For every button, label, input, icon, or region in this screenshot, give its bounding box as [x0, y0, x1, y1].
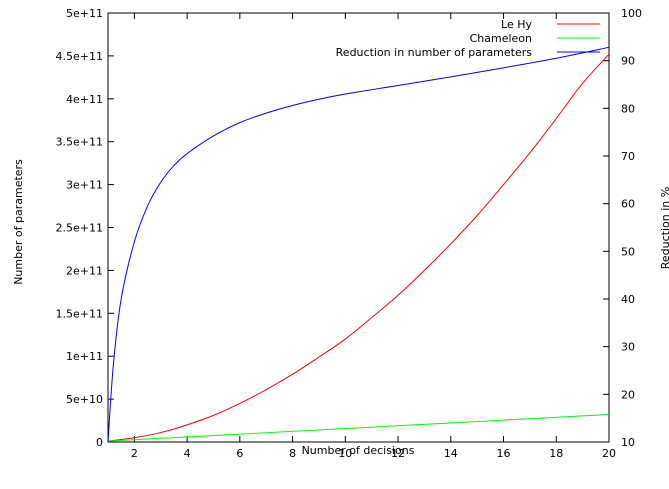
series-line-le-hy	[107, 53, 610, 442]
plot-border	[107, 12, 610, 443]
y2-axis-label: Reduction in %	[659, 187, 669, 269]
y2-tick-label: 50	[621, 245, 635, 258]
y-tick-label: 1.5e+11	[56, 307, 103, 320]
series-line-chameleon	[107, 414, 610, 442]
axis-ticks: 2 4 6 8 10 12 14 16 18 20 0 5e+10 1e+11 1.5e+11 2e+11 2…	[56, 7, 642, 460]
y2-tick-label: 100	[621, 7, 642, 20]
legend-label: Chameleon	[470, 32, 532, 45]
y-tick-label: 4.5e+11	[56, 50, 103, 63]
y-tick-label: 1e+11	[66, 350, 103, 363]
y2-tick-label: 90	[621, 55, 635, 68]
x-tick-label: 12	[391, 447, 405, 460]
x-tick-label: 2	[131, 447, 138, 460]
y-tick-label: 2.5e+11	[56, 222, 103, 235]
y2-tick-label: 40	[621, 293, 635, 306]
series-line-reduction-in-number-of-parameters	[107, 46, 610, 443]
x-tick-label: 4	[184, 447, 191, 460]
y-tick-label: 3.5e+11	[56, 136, 103, 149]
x-tick-label: 18	[549, 447, 563, 460]
y2-tick-label: 30	[621, 341, 635, 354]
y2-tick-label: 20	[621, 388, 635, 401]
x-tick-label: 16	[497, 447, 511, 460]
x-axis-label: Number of decisions	[302, 444, 415, 457]
y-tick-label: 3e+11	[66, 179, 103, 192]
x-tick-label: 8	[289, 447, 296, 460]
x-tick-label: 14	[444, 447, 458, 460]
y-tick-label: 5e+11	[66, 7, 103, 20]
y2-tick-label: 10	[621, 436, 635, 449]
series-lines	[107, 46, 610, 443]
y2-tick-label: 60	[621, 198, 635, 211]
x-tick-label: 20	[602, 447, 616, 460]
plot-frame	[107, 12, 610, 443]
legend-label: Reduction in number of parameters	[336, 46, 533, 59]
legend-label: Le Hy	[501, 18, 532, 31]
y2-tick-label: 70	[621, 150, 635, 163]
x-tick-label: 6	[236, 447, 243, 460]
y-tick-label: 0	[96, 436, 103, 449]
y-tick-label: 2e+11	[66, 264, 103, 277]
x-tick-label: 10	[338, 447, 352, 460]
y-tick-label: 4e+11	[66, 93, 103, 106]
y-tick-label: 5e+10	[66, 393, 103, 406]
y-axis-label: Number of parameters	[12, 159, 25, 285]
y2-tick-label: 80	[621, 102, 635, 115]
